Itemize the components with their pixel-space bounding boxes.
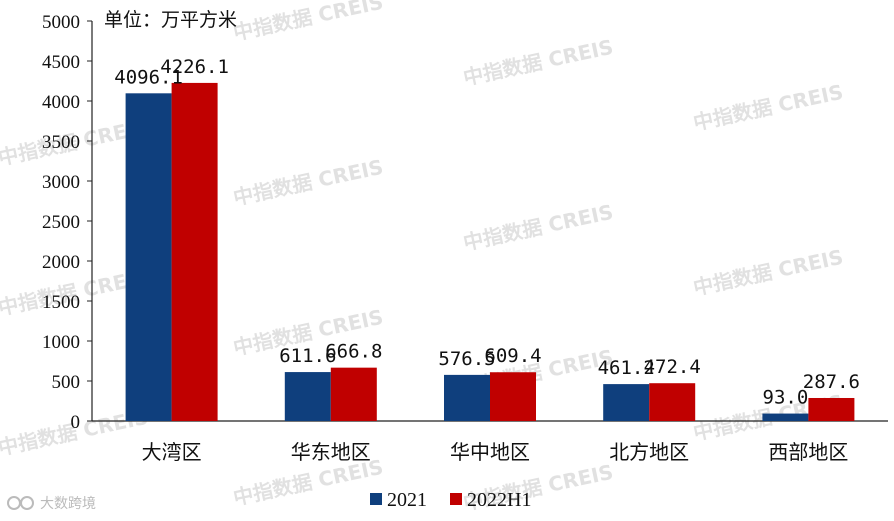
- watermark-text: 中指数据 CREIS: [461, 200, 615, 255]
- source-text: 大数跨境: [40, 496, 96, 512]
- data-label: 287.6: [803, 371, 860, 393]
- legend-swatch: [370, 493, 382, 505]
- unit-label: 单位：万平方米: [104, 9, 237, 31]
- y-tick-label: 500: [52, 372, 81, 393]
- y-tick-label: 4500: [42, 52, 80, 73]
- bar-series-2: [649, 383, 696, 421]
- bar-series-2: [330, 367, 377, 421]
- x-category-label: 大湾区: [142, 440, 202, 464]
- data-label: 576.5: [438, 348, 495, 370]
- y-tick-label: 2500: [42, 212, 80, 233]
- legend-swatch: [450, 493, 462, 505]
- bars: [125, 82, 855, 422]
- x-category-label: 华中地区: [450, 440, 530, 464]
- watermark-text: 中指数据 CREIS: [691, 245, 845, 300]
- bar-series-2: [808, 397, 855, 421]
- y-tick-label: 0: [71, 412, 81, 433]
- bar-series-1: [444, 374, 490, 421]
- watermark-text: 中指数据 CREIS: [691, 80, 845, 135]
- source-logo-icon-2: [20, 496, 34, 510]
- data-label: 4226.1: [160, 56, 229, 78]
- y-tick-label: 1500: [42, 292, 80, 313]
- data-label: 93.0: [763, 387, 809, 409]
- bar-series-2: [490, 372, 536, 421]
- source-logo: 大数跨境: [7, 496, 96, 512]
- bar-series-1: [603, 384, 650, 421]
- legend-label: 2022H1: [467, 489, 531, 511]
- y-tick-label: 4000: [42, 92, 80, 113]
- y-tick-label: 3500: [42, 132, 80, 153]
- x-category-label: 西部地区: [768, 440, 848, 464]
- watermark-text: 中指数据 CREIS: [231, 0, 385, 45]
- data-label: 611.6: [279, 345, 336, 367]
- y-tick-label: 1000: [42, 332, 80, 353]
- y-tick-label: 5000: [42, 12, 80, 33]
- bar-series-1: [284, 372, 331, 421]
- y-tick-label: 2000: [42, 252, 80, 273]
- data-label: 4096.1: [114, 66, 183, 88]
- data-label: 472.4: [644, 356, 701, 378]
- watermark-text: 中指数据 CREIS: [461, 35, 615, 90]
- watermark-text: 中指数据 CREIS: [231, 155, 385, 210]
- data-label: 609.4: [484, 345, 541, 367]
- legend: 2021 2022H1: [370, 489, 531, 511]
- data-label: 666.8: [325, 341, 382, 363]
- y-ticks: 0 500 1000 1500 2000 2500 3000 3500 4000 4500 5000: [42, 12, 92, 433]
- data-label: 461.2: [598, 357, 655, 379]
- x-category-label: 北方地区: [609, 440, 689, 464]
- bar-series-1: [762, 413, 809, 421]
- bar-series-2: [171, 82, 218, 422]
- legend-label: 2021: [387, 489, 427, 511]
- source-logo-icon: [7, 496, 21, 510]
- y-tick-label: 3000: [42, 172, 80, 193]
- x-category-label: 华东地区: [291, 440, 371, 464]
- bar-series-1: [125, 93, 172, 421]
- category-labels: 大湾区 华东地区 华中地区 北方地区 西部地区: [142, 440, 849, 464]
